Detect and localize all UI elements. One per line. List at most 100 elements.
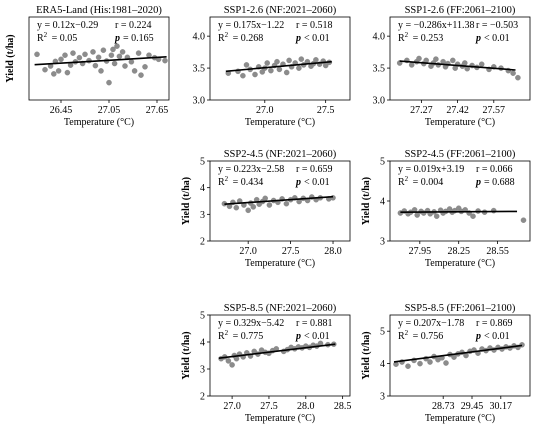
y-tick-label: 3.0 [373,96,386,107]
x-tick-label: 27.57 [483,105,506,116]
r-squared-superscript: 2 [44,31,48,39]
data-point [510,70,516,76]
panel-3: SSP1-2.6 (FF:2061–2100) 27.27 27.42 27.57 3.… [373,5,531,128]
plot-frame [28,16,170,101]
data-point [276,66,283,73]
p-value: p < 0.01 [475,33,510,44]
regression-line [225,60,332,73]
regression-line [393,344,523,363]
plot-frame [209,16,351,101]
panel-title: SSP2-4.5 (FF:2061–2100) [405,149,516,160]
p-value: p = 0.165 [114,33,154,44]
regression-line [34,56,167,66]
r-squared-value: = 0.268 [230,33,263,44]
data-point [286,57,292,64]
p-value: p < 0.01 [295,177,330,188]
data-point [405,363,411,369]
panel-6: SSP5-8.5 (NF:2021–2060) 27.0 27.5 28.0 28.5 2… [181,303,351,424]
y-tick-label: 4.0 [373,32,386,43]
y-tick-label: 2 [200,392,205,403]
data-point [233,204,240,211]
p-value: p < 0.01 [475,331,510,342]
data-point [268,67,274,74]
r-squared: R2 = 0.05 [37,31,77,44]
x-tick-label: 28.0 [297,401,315,412]
x-tick-label: 27.5 [260,401,278,412]
data-point [433,213,440,219]
data-point [416,55,422,62]
y-axis-label: Yield (t/ha) [181,331,192,379]
x-tick-label: 27.5 [282,246,300,257]
data-point [131,68,138,74]
data-point [98,68,104,74]
regression-equation: y = 0.175x−1.22 [218,20,284,31]
x-tick-label: 27.5 [317,105,335,116]
panel-title: SSP1-2.6 (NF:2021–2060) [224,5,337,16]
regression-line [218,343,336,359]
r-squared-symbol: R [398,177,405,188]
regression-line [399,60,516,71]
panel-1: ERA5-Land (His:1981–2020) 26.45 27.05 27.65… [5,5,170,128]
y-tick-label: 3.5 [193,64,206,75]
data-point [443,360,449,366]
y-tick-label: 3.0 [193,96,206,107]
r-squared-superscript: 2 [225,31,229,39]
data-point [478,61,485,67]
x-axis-label: Temperature (°C) [425,117,495,128]
data-point [283,69,290,76]
data-point [122,63,128,69]
data-point [95,54,102,61]
r-squared: R2 = 0.756 [398,329,443,342]
r-squared-symbol: R [218,33,225,44]
plot-frame [209,160,351,242]
p-value-text: < 0.01 [484,33,510,44]
data-point [34,51,40,58]
p-symbol: p [295,331,301,342]
data-point [76,54,83,61]
y-tick-label: 4 [200,183,205,194]
x-axis-label: Temperature (°C) [245,117,315,128]
data-point [245,207,251,214]
r-squared-value: = 0.775 [230,331,263,342]
data-point [274,58,280,65]
y-tick-label: 3 [200,365,205,376]
x-tick-label: 27.95 [409,246,432,257]
r-squared-superscript: 2 [225,329,229,337]
data-point [240,72,246,79]
data-point [470,213,476,219]
data-point [243,62,250,68]
regression-equation: y = −0.286x+11.38 [398,20,475,31]
r-squared: R2 = 0.434 [218,175,263,188]
data-point [116,53,123,60]
r-squared-value: = 0.756 [410,331,443,342]
p-value: p < 0.01 [295,33,330,44]
r-squared-value: = 0.05 [49,33,77,44]
x-tick-label: 30.17 [490,401,513,412]
p-symbol: p [475,33,481,44]
x-axis-label: Temperature (°C) [245,413,315,424]
p-symbol: p [295,33,301,44]
r-squared-symbol: R [398,331,405,342]
data-point [92,62,99,69]
correlation-coefficient: r = 0.881 [296,318,332,329]
r-squared-value: = 0.253 [410,33,443,44]
plot-frame [209,314,351,397]
data-point [42,66,48,73]
p-value-text: < 0.01 [484,331,510,342]
x-tick-label: 27.0 [256,105,274,116]
y-tick-label: 4 [380,359,385,370]
data-point [417,360,423,367]
p-symbol: p [114,33,120,44]
y-tick-label: 5 [380,327,385,338]
p-value-text: < 0.01 [304,177,330,188]
y-tick-label: 3 [200,210,205,221]
data-point [264,60,270,66]
p-symbol: p [475,177,481,188]
correlation-coefficient: r = 0.066 [476,164,512,175]
regression-equation: y = 0.329x−5.42 [218,318,284,329]
panel-title: SSP2-4.5 (NF:2021–2060) [224,149,337,160]
data-point [433,56,439,62]
y-tick-label: 3.5 [373,64,386,75]
data-point [106,79,112,86]
